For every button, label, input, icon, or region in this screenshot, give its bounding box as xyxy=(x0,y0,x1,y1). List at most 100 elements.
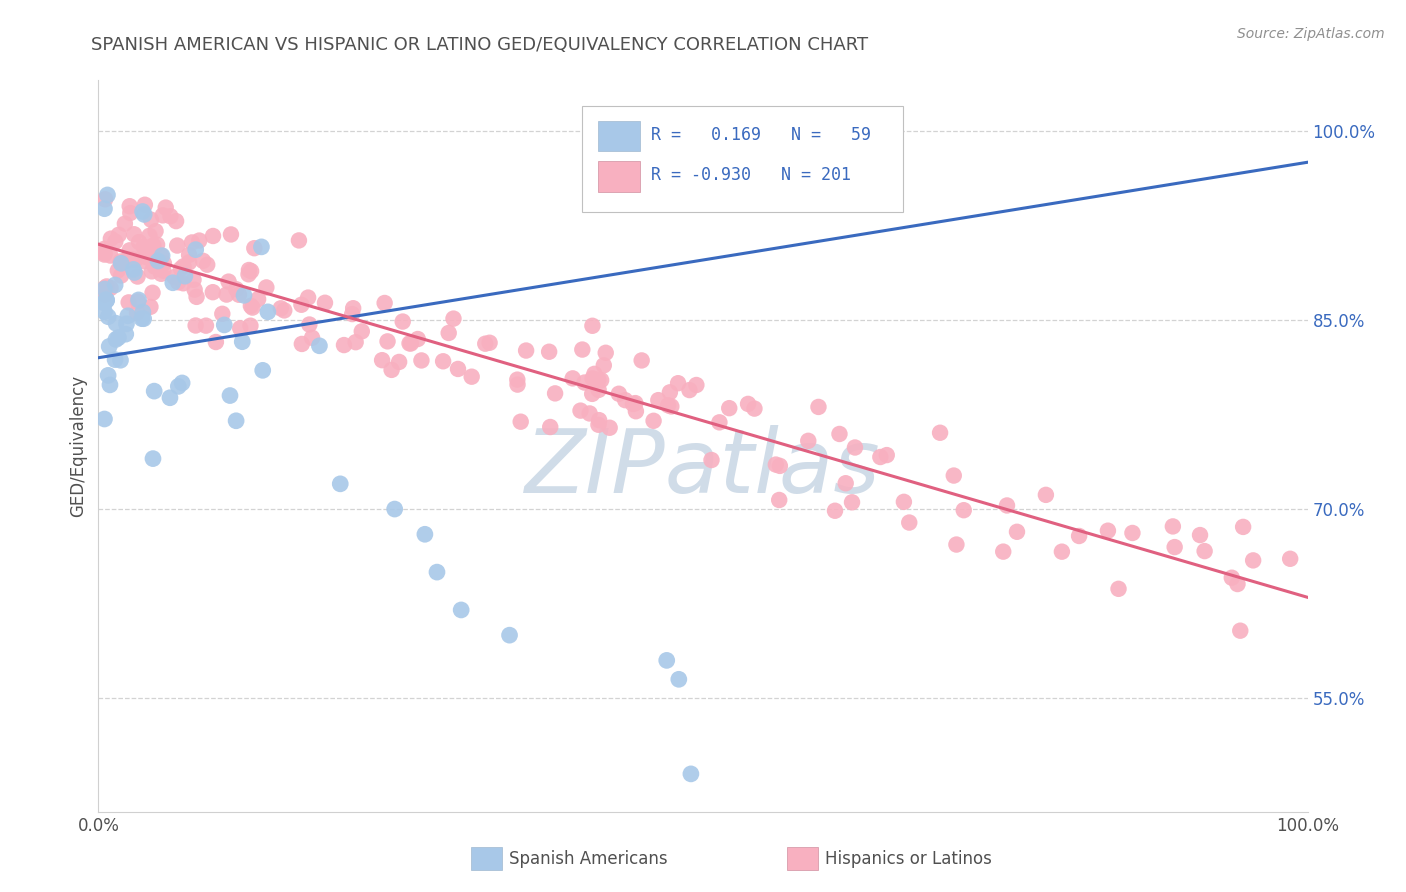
Point xyxy=(104,235,127,249)
Point xyxy=(898,516,921,530)
Point xyxy=(342,301,364,316)
Point xyxy=(288,234,311,248)
Point xyxy=(134,207,156,221)
Point xyxy=(1229,624,1251,638)
Point xyxy=(93,304,115,318)
Point xyxy=(1005,524,1028,539)
Point xyxy=(120,206,142,220)
Point xyxy=(247,292,270,306)
Point xyxy=(270,301,292,316)
Text: SPANISH AMERICAN VS HISPANIC OR LATINO GED/EQUIVALENCY CORRELATION CHART: SPANISH AMERICAN VS HISPANIC OR LATINO G… xyxy=(91,36,869,54)
Point xyxy=(229,321,252,335)
Point xyxy=(94,287,117,301)
Point xyxy=(388,355,411,369)
Point xyxy=(574,376,596,390)
Point xyxy=(942,468,965,483)
Point xyxy=(544,386,567,401)
Point xyxy=(538,420,561,434)
Point xyxy=(93,282,115,296)
Point xyxy=(655,653,678,667)
Point xyxy=(273,303,295,318)
Point xyxy=(93,246,115,260)
Point xyxy=(291,337,314,351)
Point xyxy=(509,415,531,429)
Point xyxy=(240,264,263,278)
Point xyxy=(191,253,214,268)
Point xyxy=(238,267,260,281)
Point xyxy=(211,307,233,321)
Point xyxy=(150,249,173,263)
Point xyxy=(114,254,136,268)
Point xyxy=(167,275,190,289)
Point xyxy=(94,293,117,307)
Point xyxy=(685,378,707,392)
Point xyxy=(308,339,330,353)
Point xyxy=(219,388,242,402)
Point xyxy=(993,544,1015,558)
Point xyxy=(233,288,256,302)
Point xyxy=(131,311,153,326)
Point xyxy=(828,427,851,442)
Point xyxy=(134,244,156,259)
Point xyxy=(569,403,592,417)
Point xyxy=(413,527,436,541)
Point xyxy=(142,238,165,252)
Point xyxy=(621,397,644,411)
Point xyxy=(104,277,127,292)
Point xyxy=(96,188,118,202)
Point xyxy=(893,495,915,509)
Point xyxy=(658,385,681,400)
Point xyxy=(98,339,121,353)
Point xyxy=(737,397,759,411)
Point xyxy=(153,256,176,270)
Point xyxy=(506,373,529,387)
Point xyxy=(97,368,120,383)
Point xyxy=(172,376,194,390)
Point xyxy=(183,273,205,287)
Point xyxy=(184,243,207,257)
Point xyxy=(344,335,367,350)
Point xyxy=(94,192,117,206)
Point xyxy=(141,264,163,278)
Point xyxy=(377,334,399,349)
Point xyxy=(93,412,115,426)
Point xyxy=(110,256,132,270)
Point xyxy=(592,359,614,373)
Point xyxy=(125,306,148,320)
Point xyxy=(599,421,621,435)
Point xyxy=(406,332,429,346)
Point xyxy=(100,281,122,295)
Point xyxy=(173,260,195,274)
Point xyxy=(96,293,118,308)
Point xyxy=(841,495,863,509)
Point xyxy=(184,318,207,333)
Point xyxy=(426,565,449,579)
Point xyxy=(398,336,420,351)
Point xyxy=(218,275,240,289)
Point xyxy=(807,400,830,414)
Text: Hispanics or Latinos: Hispanics or Latinos xyxy=(825,850,993,868)
Point xyxy=(195,258,218,272)
Point xyxy=(630,353,652,368)
Point xyxy=(443,311,465,326)
Point xyxy=(167,379,190,393)
Point xyxy=(183,283,205,297)
Point xyxy=(624,396,647,410)
Point xyxy=(769,458,792,473)
Point xyxy=(215,287,238,301)
Point xyxy=(150,267,173,281)
Point xyxy=(122,227,145,242)
Point xyxy=(301,331,323,345)
Point xyxy=(132,305,155,319)
Point xyxy=(447,362,470,376)
Point xyxy=(581,318,603,333)
Point xyxy=(143,384,166,398)
Point xyxy=(194,318,217,333)
Point xyxy=(1279,551,1302,566)
Point xyxy=(110,254,132,268)
Point xyxy=(252,363,274,377)
Point xyxy=(188,234,211,248)
Point xyxy=(205,334,228,349)
Point xyxy=(538,344,561,359)
Text: Source: ZipAtlas.com: Source: ZipAtlas.com xyxy=(1237,27,1385,41)
